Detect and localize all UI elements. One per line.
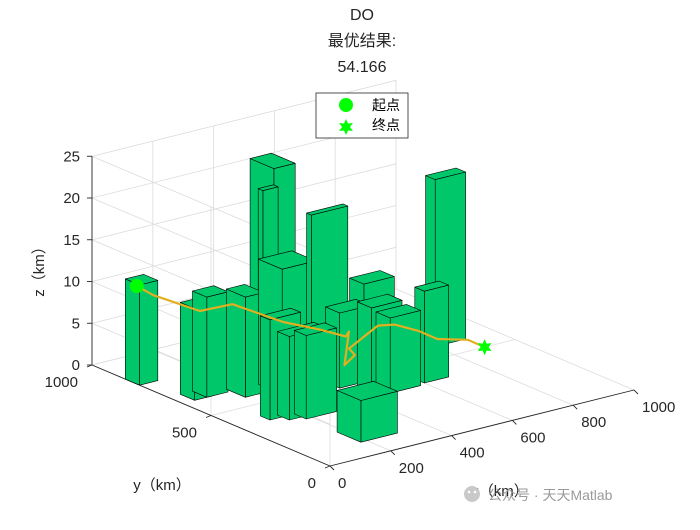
building-side-face <box>356 301 372 392</box>
x-tick-mark <box>390 450 396 456</box>
building <box>226 284 264 398</box>
y-tick-label: 1000 <box>45 374 78 391</box>
building-top-face <box>356 293 403 309</box>
z-tick-label: 20 <box>63 190 80 207</box>
building-side-face <box>125 278 140 386</box>
y-axis-label: y（km） <box>133 477 191 494</box>
chart-title-line-3: 54.166 <box>338 59 387 76</box>
building-top-face <box>249 152 296 169</box>
building-front-face <box>389 310 421 394</box>
x-tick-mark <box>329 465 335 471</box>
flight-path-line <box>136 285 486 367</box>
building-top-face <box>414 280 450 292</box>
building-top-face <box>257 184 279 191</box>
wechat-icon <box>464 486 480 502</box>
z-tick-label: 0 <box>72 357 80 374</box>
building-side-face <box>260 315 271 421</box>
start-marker <box>129 279 144 294</box>
legend-start-label: 起点 <box>372 97 400 113</box>
wechat-icon-eye-right <box>473 490 477 494</box>
legend-end-marker <box>339 119 353 135</box>
x-tick-mark <box>633 389 639 395</box>
building-top-face <box>425 167 466 180</box>
y-tick-label: 0 <box>308 475 316 492</box>
x-tick-mark <box>512 420 517 425</box>
x-tick-mark <box>572 404 578 410</box>
x-axis-label: x（km） <box>471 483 529 500</box>
building-side-face <box>293 330 307 420</box>
x-tick-label: 0 <box>338 475 346 492</box>
building-top-face <box>336 380 398 401</box>
building-side-face <box>192 290 208 398</box>
x-tick-label: 600 <box>520 429 545 446</box>
building-top-face <box>375 304 421 319</box>
building <box>293 322 337 420</box>
x-tick-label: 800 <box>581 414 606 431</box>
building-top-face <box>306 203 349 216</box>
x-tick-label: 400 <box>460 445 485 462</box>
building <box>192 285 229 398</box>
x-tick-label: 200 <box>399 460 424 477</box>
building-top-face <box>258 250 317 270</box>
building-side-face <box>277 331 290 421</box>
building-top-face <box>226 284 264 298</box>
watermark: 公众号 · 天天Matlab <box>464 486 613 503</box>
path-layer <box>136 285 486 367</box>
z-tick-label: 25 <box>63 148 80 165</box>
y-tick-mark <box>324 465 331 469</box>
grid-line-z <box>90 121 397 300</box>
z-tick-label: 5 <box>72 315 80 332</box>
building-top-face <box>349 270 395 285</box>
y-tick-mark <box>205 415 212 418</box>
z-axis-label: z（km） <box>31 239 48 297</box>
watermark-text: 公众号 · 天天Matlab <box>488 487 613 503</box>
x-tick-label: 1000 <box>642 399 675 416</box>
building <box>375 304 421 394</box>
z-tick-label: 15 <box>63 232 80 249</box>
y-tick-label: 500 <box>172 425 197 442</box>
z-tick-label: 10 <box>63 274 80 291</box>
chart-title-line-1: DO <box>350 7 374 24</box>
x-tick-mark <box>451 435 456 440</box>
legend-end-label: 终点 <box>372 117 400 133</box>
legend: 起点 终点 <box>315 92 409 139</box>
end-marker <box>477 339 492 356</box>
building <box>125 274 159 386</box>
legend-start-marker <box>339 98 353 112</box>
building <box>336 380 398 443</box>
chart-title-line-2: 最优结果: <box>328 32 396 50</box>
building-front-face <box>305 327 337 420</box>
buildings-layer <box>125 152 466 443</box>
building-top-face <box>192 285 229 298</box>
markers-layer <box>129 279 492 356</box>
legend-box <box>315 92 409 139</box>
wechat-icon-eye-left <box>467 490 471 494</box>
x-axis-line <box>329 389 635 467</box>
